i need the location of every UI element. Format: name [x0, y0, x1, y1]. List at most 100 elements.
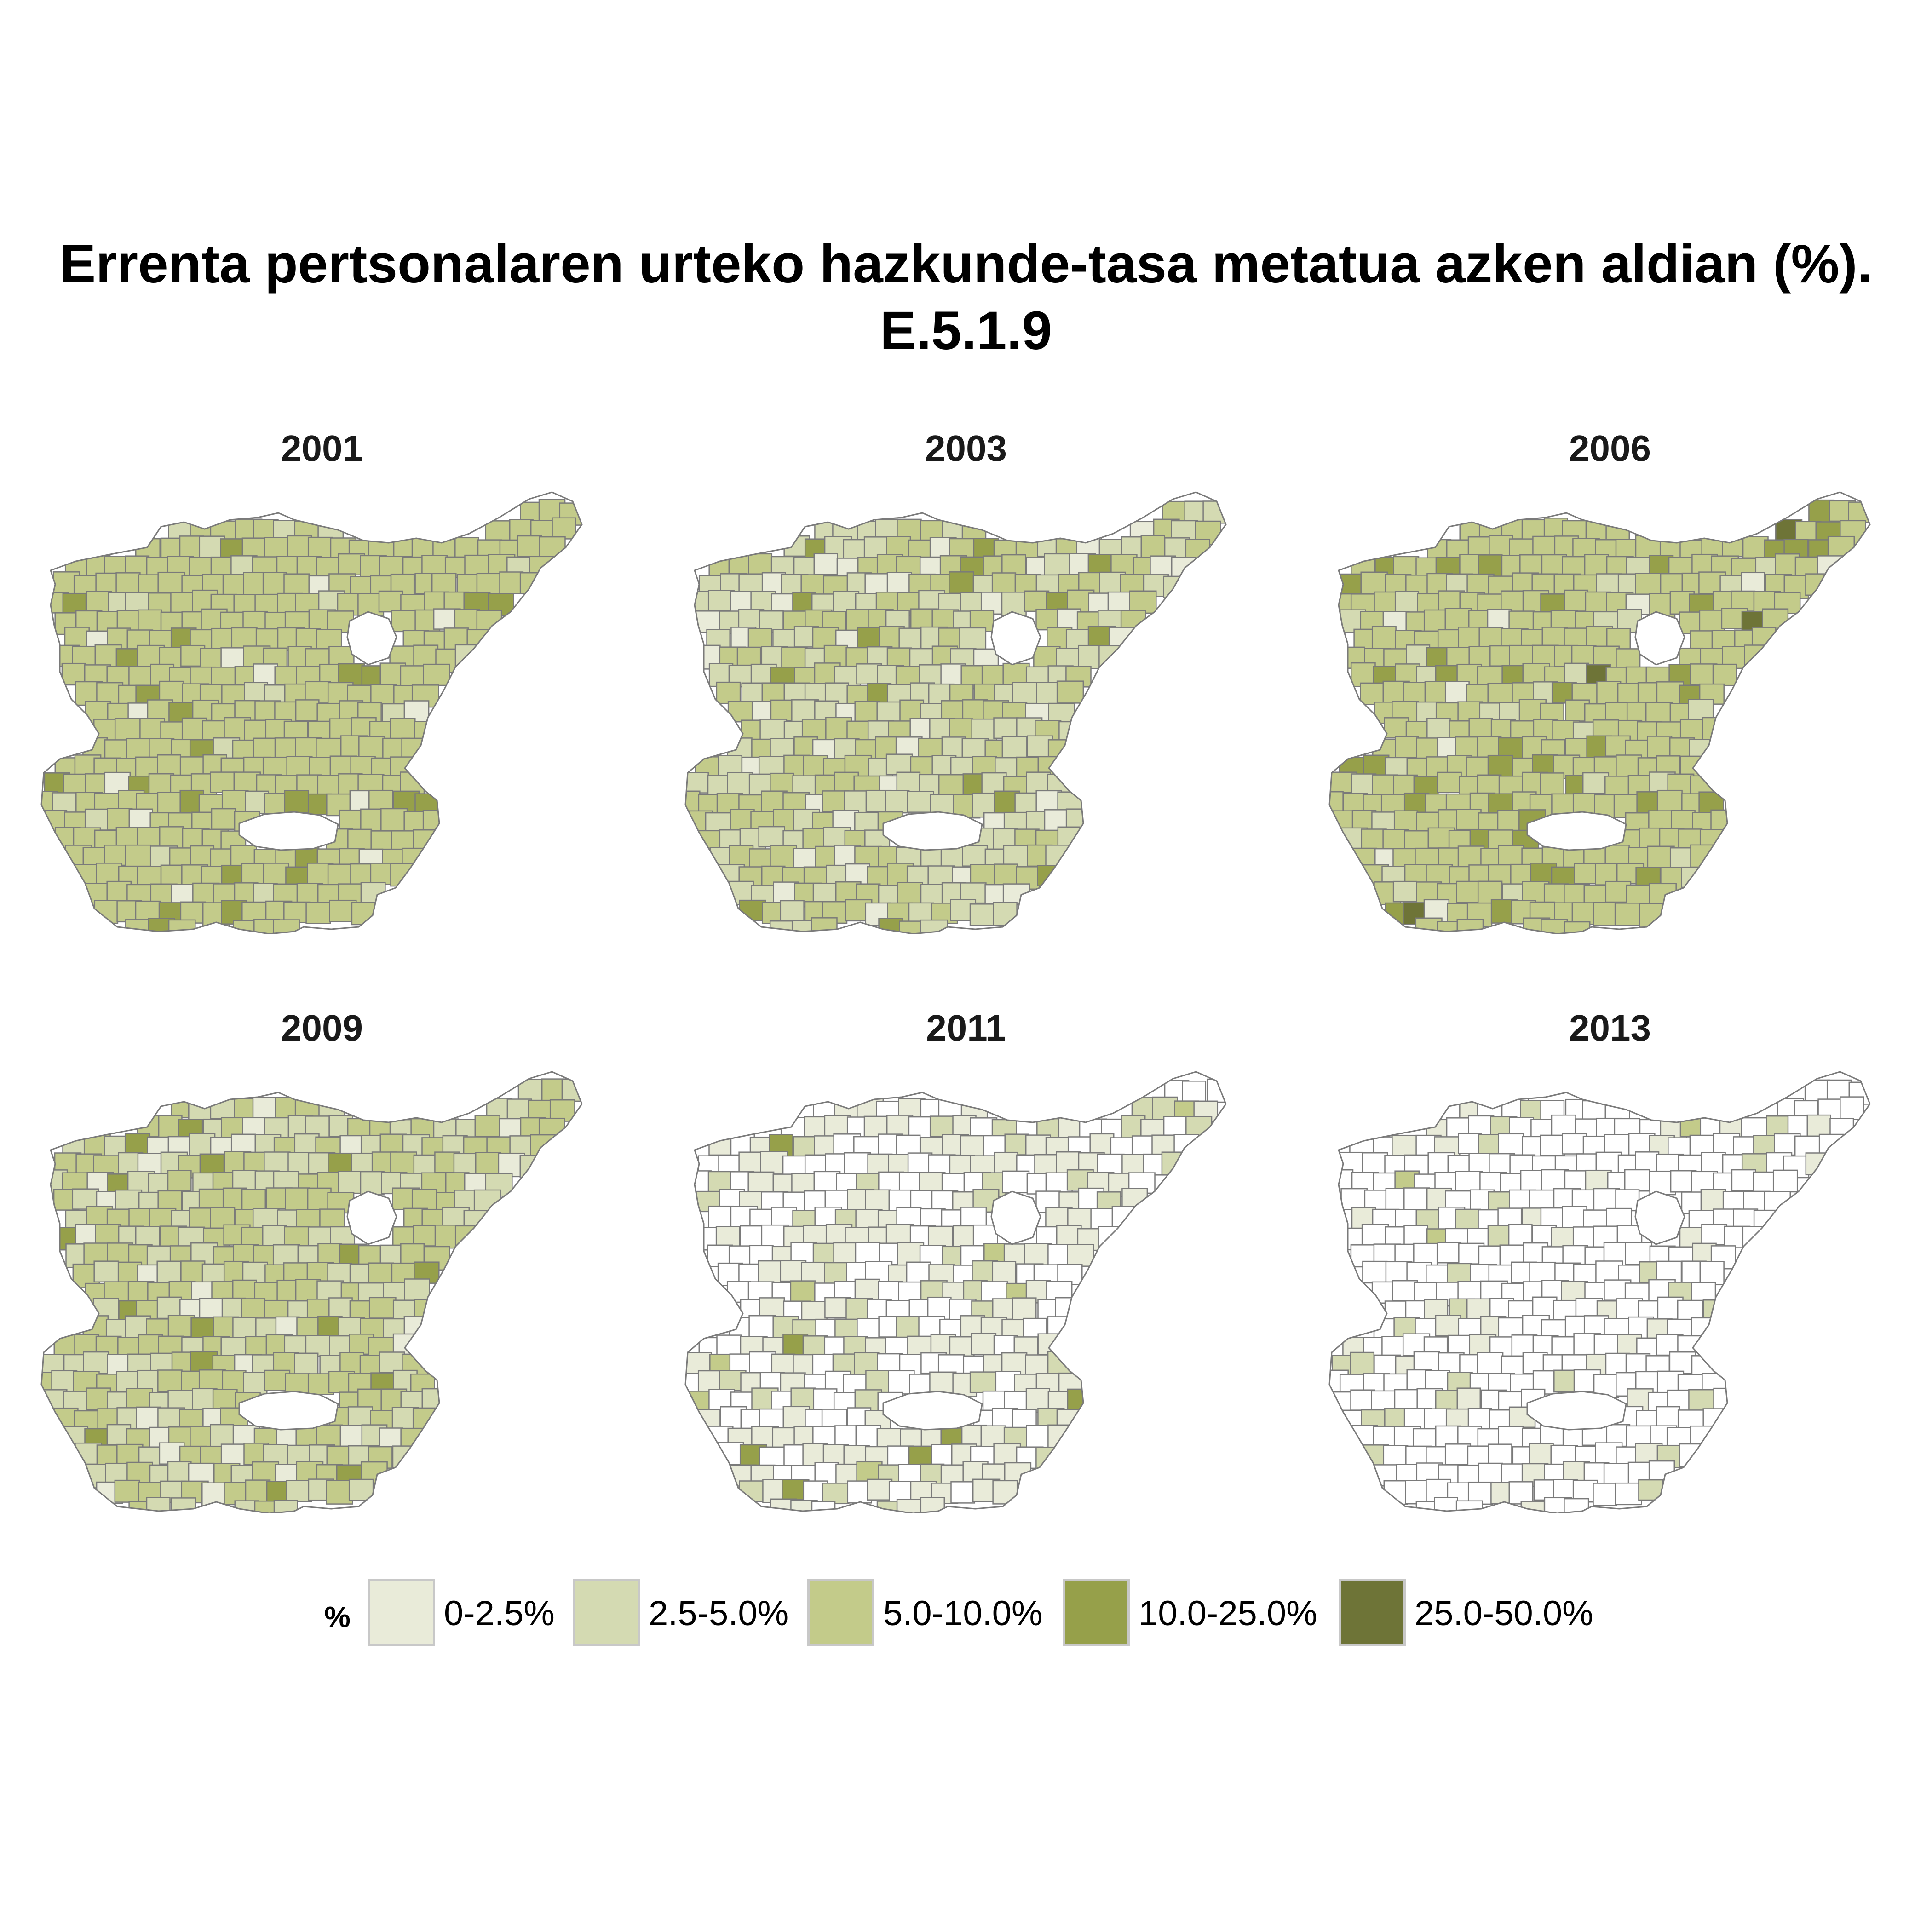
chart-title-line-2: E.5.1.9 — [880, 300, 1052, 361]
legend-key-5-0-10-0 — [807, 1579, 874, 1646]
municipality-379 — [286, 1480, 312, 1502]
municipality-46 — [1584, 554, 1609, 576]
municipality-78 — [475, 1152, 501, 1176]
municipality-357 — [1392, 880, 1417, 903]
municipality-380 — [1593, 1483, 1618, 1506]
municipality-174 — [423, 663, 450, 686]
municipality-96 — [1002, 1170, 1030, 1194]
municipality-271 — [981, 772, 1007, 794]
municipality-307 — [1688, 1389, 1715, 1411]
municipality-330 — [854, 845, 882, 868]
municipality-70 — [1596, 573, 1622, 595]
municipality-302 — [211, 808, 236, 830]
municipality-183 — [1529, 1261, 1556, 1283]
municipality-81 — [687, 1170, 712, 1193]
enclave-1 — [1526, 1391, 1627, 1431]
municipality-380 — [950, 1481, 976, 1504]
municipality-94 — [960, 592, 985, 614]
municipality-179 — [159, 680, 184, 703]
municipality-14 — [1840, 1096, 1864, 1120]
municipality-32 — [1140, 535, 1165, 558]
municipality-131 — [898, 627, 924, 650]
legend-label-25-0-50-0: 25.0-50.0% — [1414, 1594, 1593, 1633]
municipality-205 — [1645, 702, 1673, 724]
legend-key-25-0-50-0 — [1339, 1579, 1406, 1646]
municipality-269 — [938, 774, 966, 797]
municipality-319 — [1639, 827, 1663, 849]
municipality-300 — [1456, 1387, 1481, 1411]
municipality-285 — [243, 1372, 268, 1395]
municipality-297 — [1393, 810, 1419, 833]
municipality-300 — [1456, 809, 1482, 830]
municipality-149 — [262, 1225, 288, 1248]
municipality-100 — [1731, 1169, 1756, 1192]
municipality-106 — [1403, 1187, 1430, 1213]
municipality-374 — [822, 1483, 850, 1505]
municipality-134 — [959, 627, 987, 651]
municipality-78 — [476, 573, 502, 596]
municipality-80 — [1805, 573, 1832, 596]
municipality-75 — [1701, 1152, 1726, 1175]
municipality-2 — [1202, 500, 1226, 524]
municipality-385 — [1455, 1500, 1483, 1513]
municipality-259 — [83, 1351, 109, 1374]
municipality-235 — [961, 738, 989, 760]
municipality-63 — [157, 571, 185, 594]
municipality-123 — [1371, 626, 1397, 650]
municipality-312 — [758, 826, 785, 848]
map-2001 — [40, 491, 583, 934]
municipality-131 — [1541, 627, 1568, 649]
municipality-156 — [454, 1225, 480, 1249]
municipality-225 — [1395, 736, 1419, 759]
municipality-228 — [167, 1315, 195, 1337]
municipality-42 — [1498, 1133, 1524, 1157]
municipality-66 — [864, 573, 890, 595]
municipality-96 — [360, 1171, 385, 1196]
municipality-79 — [499, 571, 524, 594]
municipality-285 — [885, 790, 910, 814]
municipality-80 — [1161, 1151, 1188, 1176]
municipality-381 — [969, 903, 995, 926]
municipality-2 — [561, 1079, 582, 1102]
enclave-0 — [1634, 611, 1685, 666]
municipality-380 — [1593, 902, 1618, 926]
municipality-221 — [1012, 1297, 1037, 1322]
municipality-148 — [886, 1224, 914, 1246]
municipality-257 — [685, 772, 709, 794]
municipality-46 — [294, 1133, 320, 1156]
municipality-192 — [727, 701, 754, 723]
municipality-289 — [969, 1371, 997, 1393]
municipality-5 — [210, 1097, 237, 1119]
municipality-313 — [136, 1406, 161, 1430]
municipality-138 — [1111, 1206, 1138, 1229]
municipality-207 — [403, 700, 430, 724]
municipality-385 — [811, 917, 838, 934]
municipality-291 — [1656, 789, 1683, 813]
municipality-33 — [1806, 1114, 1831, 1138]
municipality-339 — [1690, 844, 1718, 868]
municipality-2 — [1848, 501, 1870, 523]
municipality-130 — [231, 627, 258, 649]
municipality-31 — [474, 1115, 500, 1137]
enclave-1 — [238, 1391, 339, 1431]
municipality-155 — [1078, 644, 1103, 669]
municipality-382 — [993, 902, 1018, 926]
municipality-355 — [392, 1445, 417, 1469]
municipality-103 — [1340, 1188, 1368, 1210]
municipality-84 — [748, 1171, 775, 1194]
enclave-1 — [882, 811, 983, 851]
municipality-44 — [1540, 1134, 1565, 1156]
municipality-257 — [685, 1352, 712, 1374]
municipality-143 — [135, 1226, 160, 1248]
municipality-259 — [727, 772, 753, 796]
municipality-163 — [1478, 1245, 1503, 1267]
municipality-154 — [1701, 1224, 1728, 1246]
municipality-385 — [811, 1501, 836, 1513]
municipality-344 — [1444, 1443, 1472, 1465]
municipality-297 — [107, 808, 133, 831]
municipality-360 — [1456, 880, 1481, 903]
municipality-369 — [1648, 1460, 1675, 1483]
municipality-2 — [1207, 1078, 1226, 1103]
municipality-320 — [1656, 1406, 1680, 1429]
chart-title-line-1: Errenta pertsonalaren urteko hazkunde-ta… — [59, 234, 1873, 294]
